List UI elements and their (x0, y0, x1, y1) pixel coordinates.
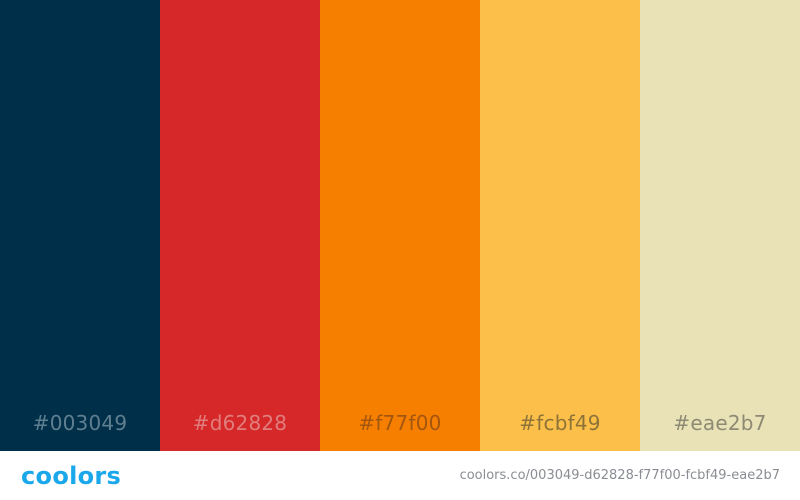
swatch-hex-label-4: #fcbf49 (519, 411, 601, 435)
swatch-hex-label-3: #f77f00 (358, 411, 442, 435)
color-swatch-4[interactable]: #fcbf49 (480, 0, 640, 451)
palette-url[interactable]: coolors.co/003049-d62828-f77f00-fcbf49-e… (459, 468, 780, 483)
color-swatch-5[interactable]: #eae2b7 (640, 0, 800, 451)
swatch-hex-label-2: #d62828 (192, 411, 288, 435)
swatch-hex-label-1: #003049 (32, 411, 128, 435)
footer-bar: coolors coolors.co/003049-d62828-f77f00-… (0, 451, 800, 500)
color-palette: #003049 #d62828 #f77f00 #fcbf49 #eae2b7 (0, 0, 800, 451)
coolors-logo[interactable]: coolors (21, 462, 122, 490)
color-swatch-3[interactable]: #f77f00 (320, 0, 480, 451)
color-swatch-2[interactable]: #d62828 (160, 0, 320, 451)
color-swatch-1[interactable]: #003049 (0, 0, 160, 451)
swatch-hex-label-5: #eae2b7 (673, 411, 767, 435)
